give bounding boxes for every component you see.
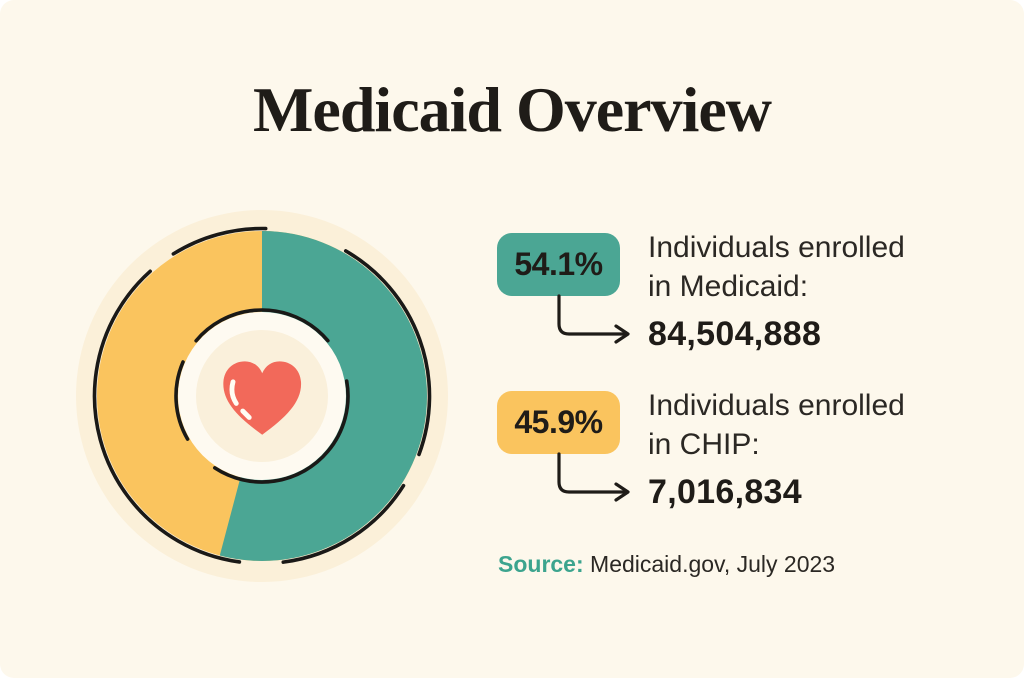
donut-sketch-outer: [92, 226, 432, 566]
source-text: Medicaid.gov, July 2023: [590, 551, 836, 577]
arrow-icon: [557, 294, 630, 344]
arrow-icon: [557, 452, 630, 502]
heart-icon: [223, 361, 302, 435]
heart-highlight-short: [240, 408, 252, 420]
page-title: Medicaid Overview: [253, 74, 772, 145]
chip-label: Individuals enrolled in CHIP:: [648, 389, 905, 461]
stats-column: 54.1% Individuals enrolled in Medicaid: …: [497, 0, 977, 678]
medicaid-label: Individuals enrolled in Medicaid:: [648, 231, 905, 303]
chip-percentage-badge: 45.9%: [497, 391, 620, 454]
heart-shape: [223, 361, 302, 435]
heart-highlight-long: [229, 379, 239, 406]
medicaid-percentage-badge: 54.1%: [497, 233, 620, 296]
source-prefix: Source:: [498, 551, 584, 577]
donut-chart-svg: [76, 210, 448, 582]
medicaid-enrollment-value: 84,504,888: [648, 315, 822, 353]
donut-segment-medicaid: [97, 231, 427, 561]
source-line: Source: Medicaid.gov, July 2023: [498, 549, 835, 579]
donut-chart: [72, 206, 452, 586]
chip-enrollment-value: 7,016,834: [648, 473, 802, 511]
donut-sketch-inner: [174, 308, 350, 484]
